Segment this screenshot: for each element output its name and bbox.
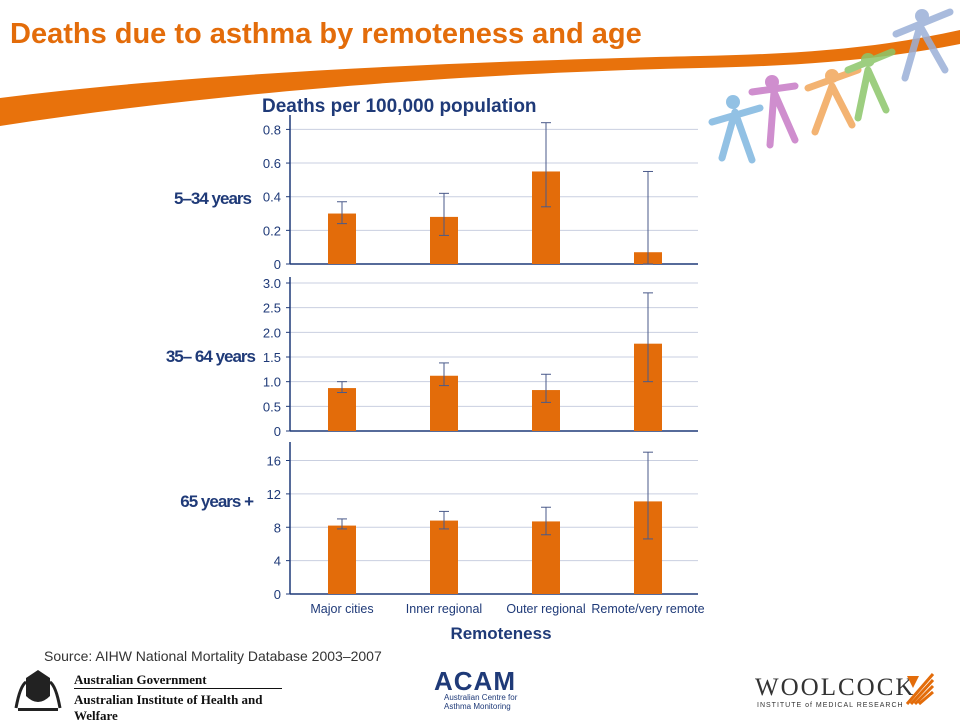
panel-label-65-plus: 65 years +	[180, 492, 254, 511]
bar	[328, 525, 356, 594]
y-tick-label: 0.8	[263, 122, 281, 137]
bar	[430, 520, 458, 594]
x-tick-label: Major cities	[310, 602, 373, 616]
y-tick-label: 4	[274, 554, 281, 569]
woolcock-logo: WOOLCOCK INSTITUTE of MEDICAL RESEARCH	[755, 668, 945, 714]
coat-of-arms-icon	[14, 670, 62, 711]
woolcock-wordmark: WOOLCOCK	[755, 674, 916, 701]
x-tick-label: Inner regional	[406, 602, 482, 616]
y-tick-label: 0	[274, 424, 281, 439]
acam-wordmark: ACAM	[434, 666, 516, 696]
y-tick-label: 3.0	[263, 276, 281, 291]
y-tick-label: 0.6	[263, 156, 281, 171]
gov-logo-line2: Australian Institute of Health and Welfa…	[74, 692, 263, 723]
y-tick-label: 8	[274, 520, 281, 535]
y-tick-label: 12	[267, 487, 281, 502]
chart-title: Deaths per 100,000 population	[262, 96, 537, 117]
gov-logo-line1: Australian Government	[74, 672, 207, 687]
y-tick-label: 2.5	[263, 301, 281, 316]
acam-subtitle-line1: Australian Centre for	[444, 693, 518, 702]
panel-label-5-34: 5–34 years	[174, 189, 252, 208]
x-axis-title: Remoteness	[450, 624, 551, 643]
source-note: Source: AIHW National Mortality Database…	[44, 648, 382, 664]
people-figures-illustration	[708, 8, 954, 164]
bar	[328, 388, 356, 431]
y-tick-label: 0	[274, 257, 281, 272]
y-tick-label: 2.0	[263, 325, 281, 340]
panel-label-35-64: 35– 64 years	[166, 347, 256, 366]
y-tick-label: 1.5	[263, 350, 281, 365]
australian-government-logo: Australian Government Australian Institu…	[10, 664, 282, 723]
acam-subtitle-line2: Asthma Monitoring	[444, 702, 511, 711]
y-tick-label: 16	[267, 454, 281, 469]
x-tick-label: Remote/very remote	[591, 602, 704, 616]
y-tick-label: 1.0	[263, 375, 281, 390]
y-tick-label: 0.4	[263, 190, 281, 205]
slide-title: Deaths due to asthma by remoteness and a…	[10, 18, 642, 50]
x-tick-label: Outer regional	[506, 602, 585, 616]
woolcock-emblem-icon	[905, 673, 935, 706]
y-tick-label: 0	[274, 587, 281, 602]
acam-logo: ACAM Australian Centre for Asthma Monito…	[430, 666, 540, 714]
y-tick-label: 0.2	[263, 223, 281, 238]
y-tick-label: 0.5	[263, 399, 281, 414]
gov-logo-divider	[74, 688, 282, 689]
woolcock-subtitle: INSTITUTE of MEDICAL RESEARCH	[757, 702, 904, 709]
